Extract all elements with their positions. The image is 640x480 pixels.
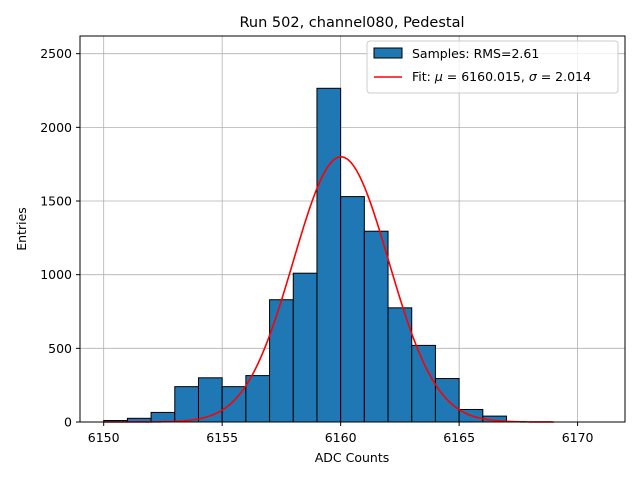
histogram-bar — [411, 344, 436, 423]
y-axis-ticks: 0 500 1000 1500 2000 2500 — [40, 46, 80, 430]
plot-frame — [79, 35, 626, 423]
legend: Samples: RMS=2.61 Fit: μ = 6160.015, σ =… — [366, 40, 619, 94]
legend-fit-sigma-symbol: σ — [529, 69, 538, 84]
legend-histogram-label: Samples: RMS=2.61 — [412, 46, 539, 61]
legend-histogram-swatch — [373, 47, 403, 59]
y-tick-label: 1500 — [40, 194, 72, 209]
histogram-bar — [292, 272, 318, 423]
y-tick-label: 0 — [64, 415, 72, 430]
y-axis-label: Entries — [14, 207, 29, 251]
legend-fit-mu-value: = 6160.015, — [443, 69, 529, 84]
x-axis-label: ADC Counts — [315, 450, 390, 465]
legend-fit-mu-symbol: μ — [434, 69, 443, 84]
histogram-bar — [269, 299, 294, 423]
legend-fit-prefix: Fit: — [412, 69, 435, 84]
y-tick-label: 2500 — [40, 46, 72, 61]
chart-title: Run 502, channel080, Pedestal — [239, 15, 464, 31]
histogram-bar — [363, 230, 389, 423]
x-axis-ticks: 6150 6155 6160 6165 6170 — [88, 422, 594, 445]
histogram-bar — [174, 386, 199, 423]
x-tick-label: 6155 — [206, 430, 238, 445]
y-tick-label: 2000 — [40, 120, 72, 135]
fit-curve — [103, 156, 554, 423]
histogram-bar — [150, 411, 176, 423]
legend-fit-sigma-value: = 2.014 — [537, 69, 591, 84]
y-tick-label: 1000 — [40, 267, 72, 282]
y-tick-label: 500 — [48, 341, 72, 356]
x-tick-label: 6160 — [325, 430, 357, 445]
x-tick-label: 6170 — [562, 430, 594, 445]
legend-box — [366, 40, 619, 94]
histogram-bars — [103, 87, 508, 423]
x-tick-label: 6165 — [443, 430, 475, 445]
histogram-bar — [316, 87, 342, 423]
legend-fit-label: Fit: μ = 6160.015, σ = 2.014 — [412, 69, 591, 84]
histogram-bar — [245, 375, 271, 423]
x-tick-label: 6150 — [88, 430, 120, 445]
histogram-bar — [340, 196, 365, 423]
